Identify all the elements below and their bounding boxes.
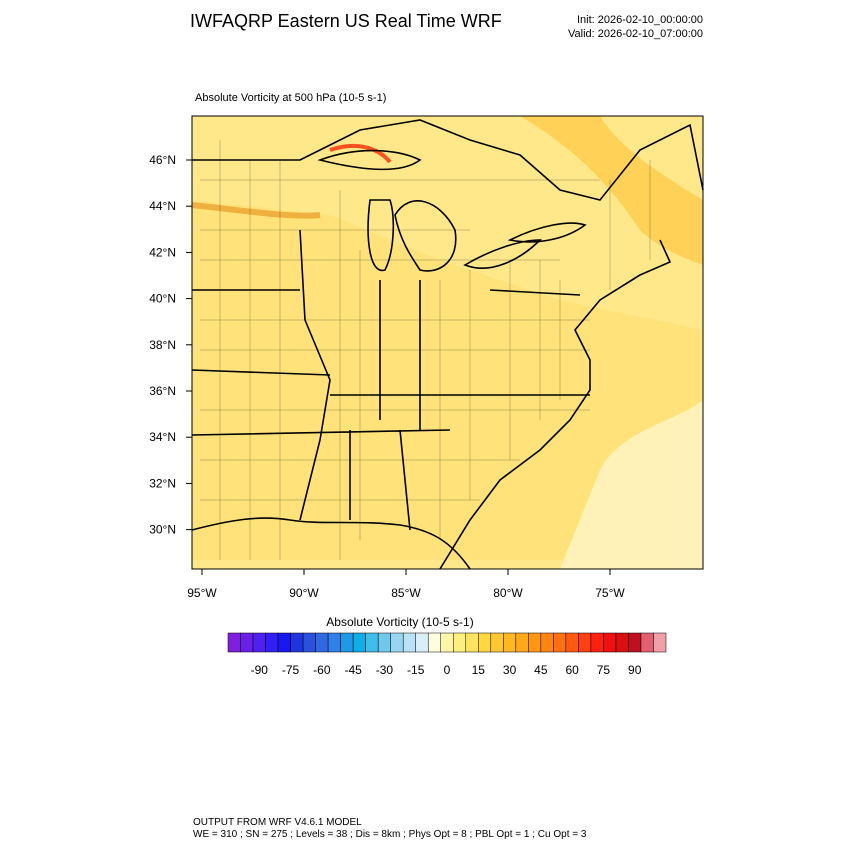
colorbar-box [453, 632, 467, 653]
colorbar-box [578, 632, 592, 653]
lon-label: 90°W [289, 586, 319, 600]
map [191, 115, 704, 570]
colorbar-tick-label: -60 [313, 663, 331, 677]
colorbar-tick-label: -30 [376, 663, 394, 677]
colorbar-box [440, 632, 454, 653]
colorbar-tick-label: -15 [407, 663, 425, 677]
lat-label: 38°N [149, 338, 176, 352]
lon-label: 75°W [595, 586, 625, 600]
colorbar-title: Absolute Vorticity (10-5 s-1) [326, 615, 473, 629]
colorbar-tick-label: -45 [344, 663, 362, 677]
colorbar-tick-label: -90 [251, 663, 269, 677]
colorbar-box [565, 632, 579, 653]
colorbar-box [227, 632, 241, 653]
colorbar-box [290, 632, 304, 653]
lat-label: 42°N [149, 245, 176, 259]
field-max [329, 144, 392, 164]
colorbar-tick-label: 30 [503, 663, 517, 677]
colorbar-tick-label: 0 [444, 663, 451, 677]
field-title: Absolute Vorticity at 500 hPa (10-5 s-1) [195, 92, 386, 104]
lon-label: 80°W [493, 586, 523, 600]
lat-label: 46°N [149, 153, 176, 167]
county-lines [200, 140, 651, 560]
colorbar-tick-label: 15 [472, 663, 486, 677]
lat-label: 30°N [149, 523, 176, 537]
colorbar-box [390, 632, 404, 653]
boundaries [191, 119, 704, 570]
field-band [520, 116, 703, 265]
colorbar-box [315, 632, 329, 653]
colorbar-box [377, 632, 391, 653]
colorbar-tick-label: -75 [282, 663, 300, 677]
colorbar-box [427, 632, 441, 653]
colorbar-tick-label: 60 [565, 663, 579, 677]
colorbar-box [415, 632, 429, 653]
colorbar-box [302, 632, 316, 653]
colorbar-box [540, 632, 554, 653]
colorbar-box [628, 632, 642, 653]
colorbar-box [478, 632, 492, 653]
lon-label: 95°W [187, 586, 217, 600]
footer-line: WE = 310 ; SN = 275 ; Levels = 38 ; Dis … [193, 829, 587, 840]
lon-label: 85°W [391, 586, 421, 600]
colorbar-box [465, 632, 479, 653]
init-time: Init: 2026-02-10_00:00:00 [577, 14, 703, 26]
lat-label: 32°N [149, 476, 176, 490]
colorbar-box [603, 632, 617, 653]
field-band [191, 202, 321, 219]
footer-line: OUTPUT FROM WRF V4.6.1 MODEL [193, 817, 362, 828]
lat-label: 36°N [149, 384, 176, 398]
colorbar-tick-label: 45 [534, 663, 548, 677]
lat-label: 40°N [149, 292, 176, 306]
colorbar-box [327, 632, 341, 653]
lat-label: 34°N [149, 430, 176, 444]
valid-time: Valid: 2026-02-10_07:00:00 [568, 28, 703, 40]
colorbar-box [503, 632, 517, 653]
colorbar-box [528, 632, 542, 653]
field-shade [192, 200, 703, 560]
colorbar-box [653, 632, 667, 653]
colorbar-box [265, 632, 279, 653]
title: IWFAQRP Eastern US Real Time WRF [190, 11, 502, 31]
colorbar-box [277, 632, 291, 653]
colorbar-box [352, 632, 366, 653]
field-low [560, 400, 703, 569]
colorbar-box [615, 632, 629, 653]
colorbar-box [340, 632, 354, 653]
colorbar-box [553, 632, 567, 653]
colorbar-box [490, 632, 504, 653]
colorbar-box [252, 632, 266, 653]
colorbar-box [240, 632, 254, 653]
colorbar-box [590, 632, 604, 653]
lat-label: 44°N [149, 199, 176, 213]
map-frame [191, 115, 704, 570]
colorbar-box [402, 632, 416, 653]
colorbar-tick-label: 90 [628, 663, 642, 677]
colorbar-box [640, 632, 654, 653]
colorbar-box [365, 632, 379, 653]
colorbar-tick-label: 75 [597, 663, 611, 677]
colorbar-box [515, 632, 529, 653]
